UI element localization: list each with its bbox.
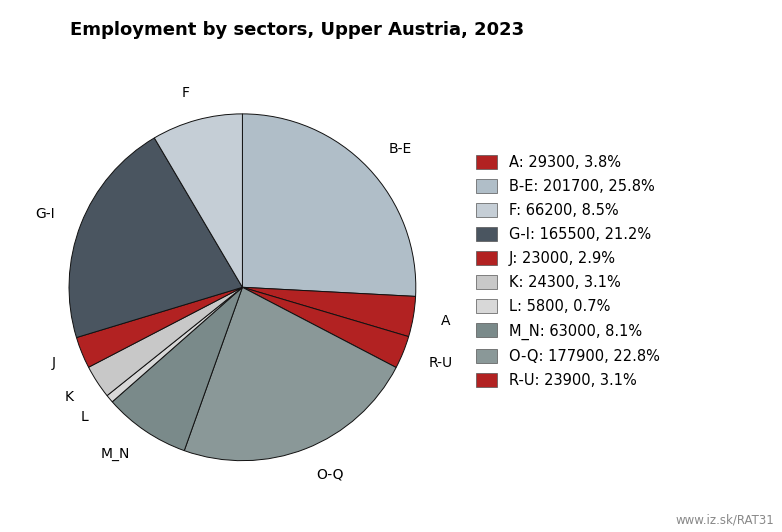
Text: K: K <box>65 390 74 404</box>
Text: F: F <box>181 86 189 100</box>
Text: R-U: R-U <box>429 356 453 370</box>
Legend: A: 29300, 3.8%, B-E: 201700, 25.8%, F: 66200, 8.5%, G-I: 165500, 21.2%, J: 23000: A: 29300, 3.8%, B-E: 201700, 25.8%, F: 6… <box>476 155 659 388</box>
Wedge shape <box>69 138 242 338</box>
Text: J: J <box>52 356 56 370</box>
Wedge shape <box>88 287 242 396</box>
Wedge shape <box>242 287 415 337</box>
Wedge shape <box>77 287 242 367</box>
Text: M_N: M_N <box>100 447 130 461</box>
Wedge shape <box>154 114 242 287</box>
Wedge shape <box>242 114 416 296</box>
Wedge shape <box>113 287 242 451</box>
Wedge shape <box>242 287 409 368</box>
Text: A: A <box>440 314 450 328</box>
Wedge shape <box>185 287 396 461</box>
Text: Employment by sectors, Upper Austria, 2023: Employment by sectors, Upper Austria, 20… <box>70 21 524 39</box>
Text: L: L <box>81 410 88 423</box>
Wedge shape <box>107 287 242 402</box>
Text: G-I: G-I <box>35 207 55 221</box>
Text: O-Q: O-Q <box>316 468 343 481</box>
Text: www.iz.sk/RAT31: www.iz.sk/RAT31 <box>676 514 774 527</box>
Text: B-E: B-E <box>389 142 411 156</box>
